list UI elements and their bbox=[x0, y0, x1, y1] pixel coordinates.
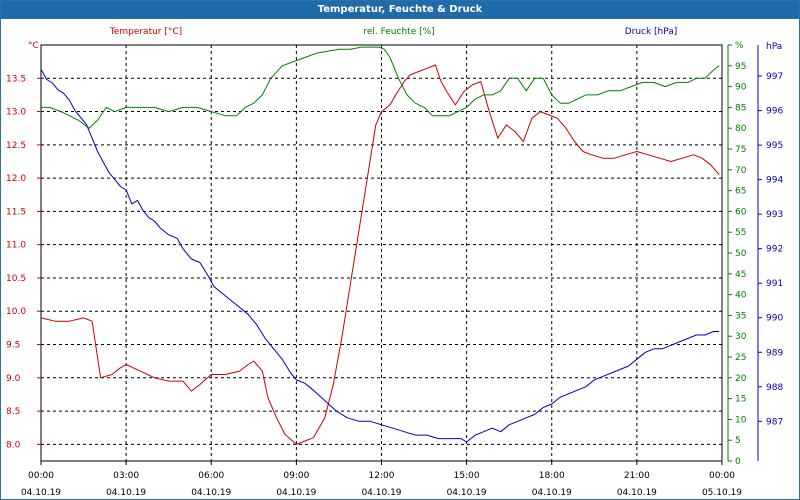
temperature-tick-label: 10.5 bbox=[6, 274, 26, 284]
temperature-unit: °C bbox=[28, 41, 39, 51]
humidity-tick-label: 20 bbox=[735, 374, 747, 384]
pressure-tick-label: 997 bbox=[766, 72, 783, 82]
series-layer bbox=[40, 46, 720, 445]
x-tick-time: 06:00 bbox=[198, 471, 224, 481]
temperature-axis-label: Temperatur [°C] bbox=[109, 27, 182, 37]
x-tick-date: 04.10.19 bbox=[361, 488, 401, 498]
x-tick-date: 04.10.19 bbox=[106, 488, 146, 498]
x-tick-time: 12:00 bbox=[369, 471, 395, 481]
humidity-tick-label: 40 bbox=[735, 291, 747, 301]
temperature-tick-label: 13.0 bbox=[6, 108, 26, 118]
humidity-tick-label: 45 bbox=[735, 270, 746, 280]
x-tick-date: 04.10.19 bbox=[21, 488, 61, 498]
pressure-tick-label: 987 bbox=[766, 417, 783, 427]
series-line-pressure bbox=[40, 68, 720, 443]
humidity-axis-label: rel. Feuchte [%] bbox=[363, 27, 434, 37]
pressure-tick-label: 996 bbox=[766, 107, 783, 117]
humidity-tick-label: 5 bbox=[735, 436, 741, 446]
humidity-tick-label: 80 bbox=[735, 124, 747, 134]
temperature-tick-label: 11.0 bbox=[6, 241, 26, 251]
humidity-tick-label: 65 bbox=[735, 187, 746, 197]
x-tick-time: 18:00 bbox=[539, 471, 565, 481]
pressure-tick-label: 994 bbox=[766, 176, 783, 186]
humidity-tick-label: 35 bbox=[735, 311, 746, 321]
temperature-tick-label: 8.5 bbox=[6, 407, 20, 417]
humidity-tick-label: 95 bbox=[735, 62, 746, 72]
x-tick-date: 05.10.19 bbox=[702, 488, 742, 498]
temperature-tick-label: 9.0 bbox=[6, 374, 21, 384]
x-tick-time: 15:00 bbox=[454, 471, 480, 481]
humidity-tick-label: 85 bbox=[735, 103, 746, 113]
temperature-tick-label: 9.5 bbox=[6, 341, 20, 351]
pressure-tick-label: 992 bbox=[766, 245, 783, 255]
series-line-humidity bbox=[41, 46, 720, 129]
series-line-temperature bbox=[40, 64, 720, 445]
x-tick-time: 00:00 bbox=[28, 471, 54, 481]
x-tick-date: 04.10.19 bbox=[276, 488, 316, 498]
humidity-tick-label: 0 bbox=[735, 457, 741, 467]
x-tick-date: 04.10.19 bbox=[447, 488, 487, 498]
x-tick-date: 04.10.19 bbox=[532, 488, 572, 498]
temperature-tick-label: 12.5 bbox=[6, 141, 26, 151]
pressure-tick-label: 991 bbox=[766, 279, 783, 289]
pressure-unit: hPa bbox=[766, 42, 782, 52]
temperature-tick-label: 8.0 bbox=[6, 440, 21, 450]
humidity-tick-label: 70 bbox=[735, 166, 747, 176]
x-tick-date: 04.10.19 bbox=[617, 488, 657, 498]
chart-canvas: 00:00 04.10.19 03:00 04.10.19 06:00 04.10.19 0… bbox=[6, 27, 783, 498]
x-tick-time: 00:00 bbox=[709, 471, 735, 481]
x-tick-date: 04.10.19 bbox=[191, 488, 231, 498]
axes: 00:00 04.10.19 03:00 04.10.19 06:00 04.10.19 0… bbox=[6, 27, 783, 498]
x-tick-time: 21:00 bbox=[624, 471, 650, 481]
humidity-tick-label: 15 bbox=[735, 395, 746, 405]
humidity-tick-label: 25 bbox=[735, 353, 746, 363]
x-tick-time: 09:00 bbox=[283, 471, 309, 481]
humidity-tick-label: 75 bbox=[735, 145, 746, 155]
pressure-tick-label: 988 bbox=[766, 383, 783, 393]
humidity-unit: % bbox=[735, 41, 744, 51]
pressure-tick-label: 993 bbox=[766, 210, 783, 220]
humidity-tick-label: 90 bbox=[735, 83, 747, 93]
temperature-tick-label: 12.0 bbox=[6, 174, 26, 184]
pressure-tick-label: 990 bbox=[766, 314, 783, 324]
pressure-tick-label: 995 bbox=[766, 141, 783, 151]
humidity-tick-label: 10 bbox=[735, 415, 747, 425]
chart-title: Temperatur, Feuchte & Druck bbox=[317, 4, 483, 15]
x-tick-time: 03:00 bbox=[113, 471, 139, 481]
humidity-tick-label: 30 bbox=[735, 332, 747, 342]
temperature-tick-label: 13.5 bbox=[6, 74, 26, 84]
title-bar: Temperatur, Feuchte & Druck bbox=[1, 1, 799, 19]
humidity-tick-label: 55 bbox=[735, 228, 746, 238]
pressure-tick-label: 989 bbox=[766, 348, 783, 358]
temperature-tick-label: 11.5 bbox=[6, 207, 26, 217]
humidity-tick-label: 50 bbox=[735, 249, 747, 259]
humidity-tick-label: 60 bbox=[735, 207, 747, 217]
pressure-axis-label: Druck [hPa] bbox=[625, 27, 678, 37]
temperature-tick-label: 10.0 bbox=[6, 307, 26, 317]
